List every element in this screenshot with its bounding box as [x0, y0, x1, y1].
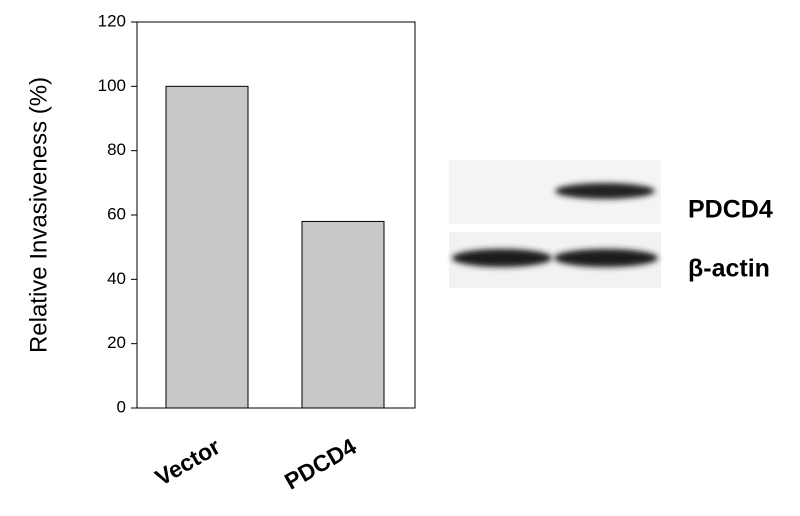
y-tick-label: 120 [98, 11, 126, 30]
y-tick-label: 100 [98, 76, 126, 95]
blot-band [554, 249, 658, 267]
y-tick-label: 60 [107, 204, 126, 223]
blot [449, 160, 661, 288]
blot-label: β-actin [688, 255, 770, 283]
y-tick-label: 80 [107, 140, 126, 159]
blot-band [555, 183, 655, 199]
page: Relative Invasiveness (%) PDCD4 β-actin … [0, 0, 800, 516]
y-tick-label: 40 [107, 269, 126, 288]
y-tick-label: 20 [107, 333, 126, 352]
y-axis-label: Relative Invasiveness (%) [25, 77, 52, 353]
x-tick-label: Vector [151, 433, 225, 491]
figure: Relative Invasiveness (%) PDCD4 β-actin … [0, 0, 800, 516]
y-tick-label: 0 [117, 397, 126, 416]
bar [166, 86, 248, 408]
blot-label: PDCD4 [688, 196, 773, 224]
bar [302, 221, 384, 408]
x-tick-label: PDCD4 [280, 433, 361, 495]
blot-band [452, 249, 552, 267]
